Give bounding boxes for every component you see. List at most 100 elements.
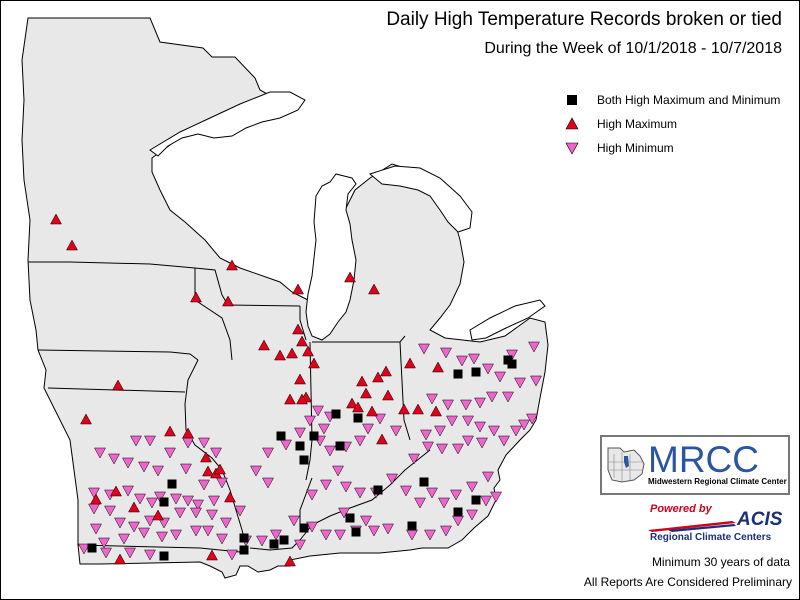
- high-minimum-marker: [158, 517, 170, 529]
- preliminary-note: All Reports Are Considered Preliminary: [583, 575, 792, 589]
- high-minimum-marker: [494, 371, 506, 383]
- high-minimum-marker: [250, 465, 262, 477]
- high-minimum-marker: [170, 493, 182, 505]
- high-minimum-marker: [476, 437, 488, 449]
- high-minimum-marker: [480, 495, 492, 507]
- high-minimum-marker: [452, 443, 464, 455]
- high-minimum-marker: [474, 421, 486, 433]
- high-maximum-marker: [366, 405, 378, 417]
- lake-huron: [368, 165, 473, 233]
- high-minimum-marker: [320, 479, 332, 491]
- high-minimum-marker: [440, 347, 452, 359]
- high-maximum-marker: [296, 335, 308, 347]
- high-minimum-marker: [408, 453, 420, 465]
- both-high-max-min-marker: [335, 441, 345, 451]
- high-maximum-marker: [360, 387, 372, 399]
- high-minimum-marker: [170, 529, 182, 541]
- high-minimum-marker: [256, 535, 268, 547]
- high-minimum-marker: [466, 481, 478, 493]
- high-minimum-marker: [382, 523, 394, 535]
- high-maximum-marker: [344, 271, 356, 283]
- high-minimum-marker: [528, 341, 540, 353]
- both-high-max-min-marker: [87, 543, 97, 553]
- high-minimum-marker: [130, 435, 142, 447]
- high-minimum-marker: [440, 525, 452, 537]
- map-title: Daily High Temperature Records broken or…: [386, 9, 782, 30]
- high-minimum-marker: [144, 515, 156, 527]
- high-maximum-marker: [412, 403, 424, 415]
- high-minimum-marker: [338, 507, 350, 519]
- high-minimum-marker: [122, 457, 134, 469]
- red-triangle-up-icon: [565, 117, 579, 130]
- high-maximum-marker: [112, 379, 124, 391]
- high-minimum-marker: [510, 425, 522, 437]
- high-minimum-marker: [190, 525, 202, 537]
- black-square-icon: [567, 95, 577, 105]
- high-minimum-marker: [422, 441, 434, 453]
- high-minimum-marker: [442, 399, 454, 411]
- high-minimum-marker: [474, 397, 486, 409]
- legend-label-min: High Minimum: [597, 141, 674, 155]
- mrcc-logo-text: MRCC: [648, 439, 759, 480]
- high-minimum-marker: [320, 529, 332, 541]
- high-maximum-marker: [296, 393, 308, 405]
- high-maximum-marker: [398, 403, 410, 415]
- high-minimum-marker: [114, 517, 126, 529]
- high-maximum-marker: [224, 491, 236, 503]
- high-maximum-marker: [308, 357, 320, 369]
- both-high-max-min-marker: [353, 413, 363, 423]
- high-minimum-marker: [78, 543, 90, 555]
- high-minimum-marker: [456, 355, 468, 367]
- high-maximum-marker: [114, 553, 126, 565]
- high-minimum-marker: [294, 427, 306, 439]
- high-maximum-marker: [50, 213, 62, 225]
- high-maximum-marker: [404, 357, 416, 369]
- high-minimum-marker: [462, 415, 474, 427]
- high-maximum-marker: [222, 295, 234, 307]
- high-minimum-marker: [144, 549, 156, 561]
- high-maximum-marker: [110, 485, 122, 497]
- high-minimum-marker: [490, 491, 502, 503]
- high-maximum-marker: [302, 345, 314, 357]
- high-minimum-marker: [280, 439, 292, 451]
- high-minimum-marker: [134, 493, 146, 505]
- high-minimum-marker: [466, 509, 478, 521]
- high-maximum-marker: [352, 401, 364, 413]
- high-minimum-marker: [146, 497, 158, 509]
- high-maximum-marker: [128, 501, 140, 513]
- high-minimum-marker: [488, 425, 500, 437]
- high-minimum-marker: [88, 487, 100, 499]
- high-minimum-marker: [486, 391, 498, 403]
- mrcc-logo-subtitle: Midwestern Regional Climate Center: [648, 477, 787, 486]
- midwest-outline-icon: [607, 447, 645, 483]
- high-minimum-marker: [518, 419, 530, 431]
- high-minimum-marker: [340, 481, 352, 493]
- record-markers: [50, 213, 542, 567]
- both-high-max-min-marker: [345, 513, 355, 523]
- lake-erie: [469, 299, 546, 341]
- high-minimum-marker: [100, 547, 112, 559]
- high-minimum-marker: [498, 435, 510, 447]
- high-maximum-marker: [430, 405, 442, 417]
- mrcc-logo: MRCC Midwestern Regional Climate Center: [600, 435, 790, 495]
- high-minimum-marker: [324, 445, 336, 457]
- high-maximum-marker: [152, 509, 164, 521]
- high-minimum-marker: [192, 499, 204, 511]
- high-minimum-marker: [390, 425, 402, 437]
- high-maximum-marker: [292, 323, 304, 335]
- both-high-max-min-marker: [239, 533, 249, 543]
- both-high-max-min-marker: [299, 523, 309, 533]
- high-minimum-marker: [414, 497, 426, 509]
- high-maximum-marker: [292, 283, 304, 295]
- both-high-max-min-marker: [159, 551, 169, 561]
- high-maximum-marker: [372, 371, 384, 383]
- high-minimum-marker: [438, 497, 450, 509]
- acis-subtitle: Regional Climate Centers: [650, 532, 772, 543]
- high-minimum-marker: [98, 537, 110, 549]
- high-minimum-marker: [354, 435, 366, 447]
- high-minimum-marker: [450, 489, 462, 501]
- both-high-max-min-marker: [239, 545, 249, 555]
- both-high-max-min-marker: [279, 535, 289, 545]
- high-minimum-marker: [468, 353, 480, 365]
